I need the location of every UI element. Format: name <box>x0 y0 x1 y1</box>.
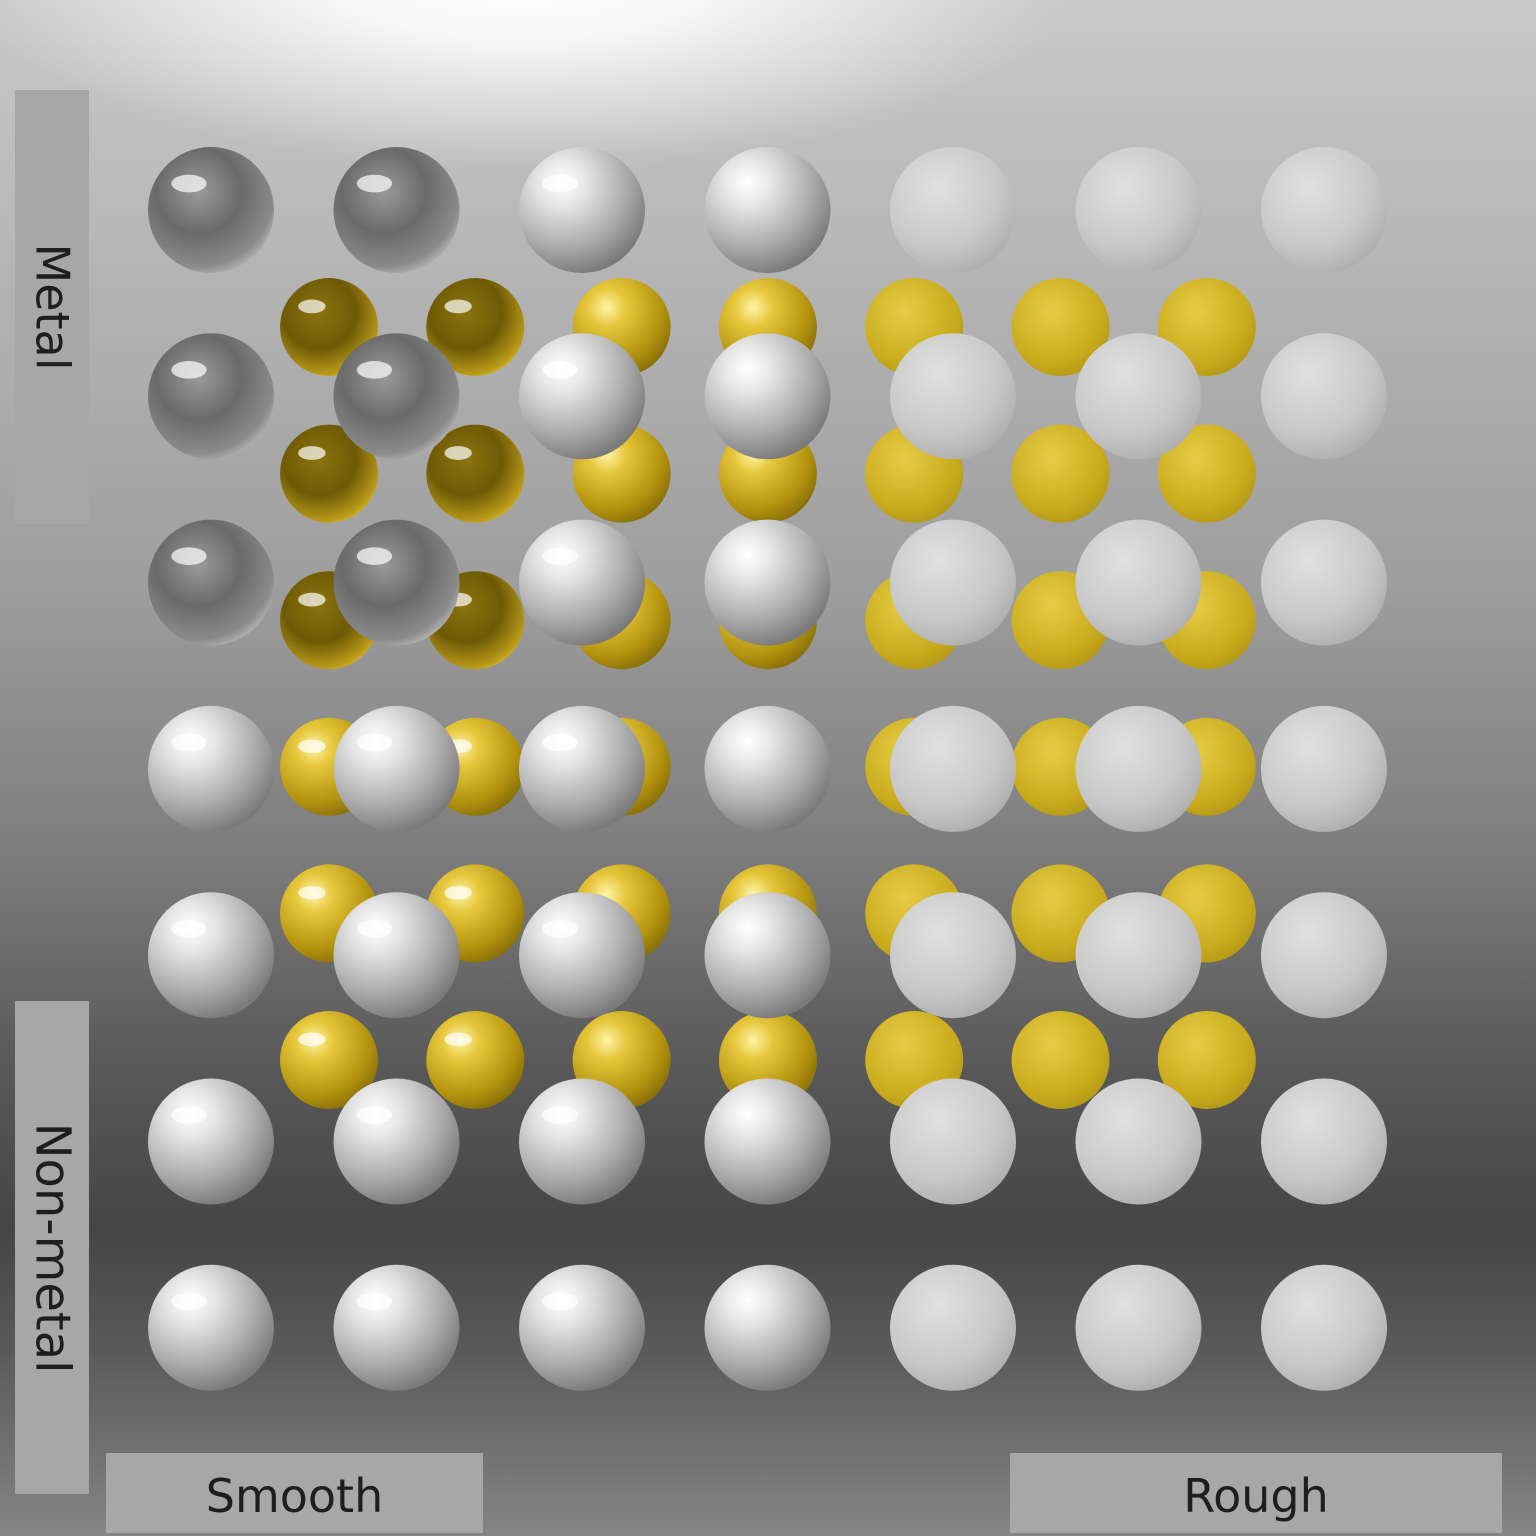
silver-sphere <box>890 333 1016 460</box>
silver-sphere <box>1261 333 1387 460</box>
silver-sphere <box>519 147 645 273</box>
silver-sphere <box>1261 892 1387 1019</box>
silver-sphere <box>333 892 460 1019</box>
rough-label: Rough <box>1183 1469 1329 1523</box>
metal-label: Metal <box>25 243 79 371</box>
silver-sphere <box>1261 1264 1387 1391</box>
silver-sphere <box>890 705 1016 832</box>
silver-sphere <box>1261 1078 1387 1205</box>
silver-sphere <box>333 147 460 273</box>
silver-sphere <box>890 147 1016 273</box>
silver-sphere <box>1261 147 1387 273</box>
gold-sphere <box>280 1011 378 1109</box>
smooth-label-panel: Smooth <box>106 1453 483 1533</box>
silver-sphere <box>1075 333 1202 460</box>
silver-sphere <box>1075 1078 1202 1205</box>
silver-sphere <box>890 1264 1016 1391</box>
silver-sphere <box>1075 519 1202 646</box>
non-metal-label: Non-metal <box>24 1122 80 1373</box>
silver-sphere-layer <box>148 147 1387 1391</box>
gold-sphere <box>1011 1011 1110 1109</box>
gold-sphere <box>426 424 525 523</box>
silver-sphere <box>704 333 831 460</box>
metal-label-panel: Metal <box>15 90 89 524</box>
silver-sphere <box>148 1078 274 1205</box>
gold-sphere <box>426 1011 525 1109</box>
gold-sphere <box>426 278 525 376</box>
silver-sphere <box>704 892 831 1019</box>
silver-sphere <box>1075 147 1202 273</box>
gold-sphere <box>1157 1011 1256 1109</box>
gold-sphere <box>1157 424 1256 523</box>
smooth-label: Smooth <box>205 1469 384 1523</box>
silver-sphere <box>704 1264 831 1391</box>
silver-sphere <box>519 1264 645 1391</box>
silver-sphere <box>148 705 274 832</box>
silver-sphere <box>1075 705 1202 832</box>
silver-sphere <box>148 519 274 646</box>
silver-sphere <box>148 147 274 273</box>
silver-sphere <box>148 333 274 460</box>
silver-sphere <box>519 1078 645 1205</box>
silver-sphere <box>704 1078 831 1205</box>
gold-sphere <box>280 424 378 523</box>
silver-sphere <box>890 1078 1016 1205</box>
silver-sphere <box>148 1264 274 1391</box>
silver-sphere <box>333 1264 460 1391</box>
gold-sphere <box>1011 278 1110 376</box>
silver-sphere <box>333 1078 460 1205</box>
silver-sphere <box>1261 519 1387 646</box>
silver-sphere <box>519 333 645 460</box>
silver-sphere <box>1261 705 1387 832</box>
silver-sphere <box>704 147 831 273</box>
silver-sphere <box>333 705 460 832</box>
silver-sphere <box>333 519 460 646</box>
silver-sphere <box>1075 892 1202 1019</box>
silver-sphere <box>148 892 274 1019</box>
silver-sphere <box>890 892 1016 1019</box>
silver-sphere <box>519 892 645 1019</box>
silver-sphere <box>704 519 831 646</box>
silver-sphere <box>1075 1264 1202 1391</box>
non-metal-label-panel: Non-metal <box>15 1001 89 1494</box>
silver-sphere <box>519 705 645 832</box>
rough-label-panel: Rough <box>1010 1453 1502 1533</box>
silver-sphere <box>519 519 645 646</box>
silver-sphere <box>333 333 460 460</box>
silver-sphere <box>704 705 831 832</box>
gold-sphere <box>1011 424 1110 523</box>
silver-sphere <box>890 519 1016 646</box>
